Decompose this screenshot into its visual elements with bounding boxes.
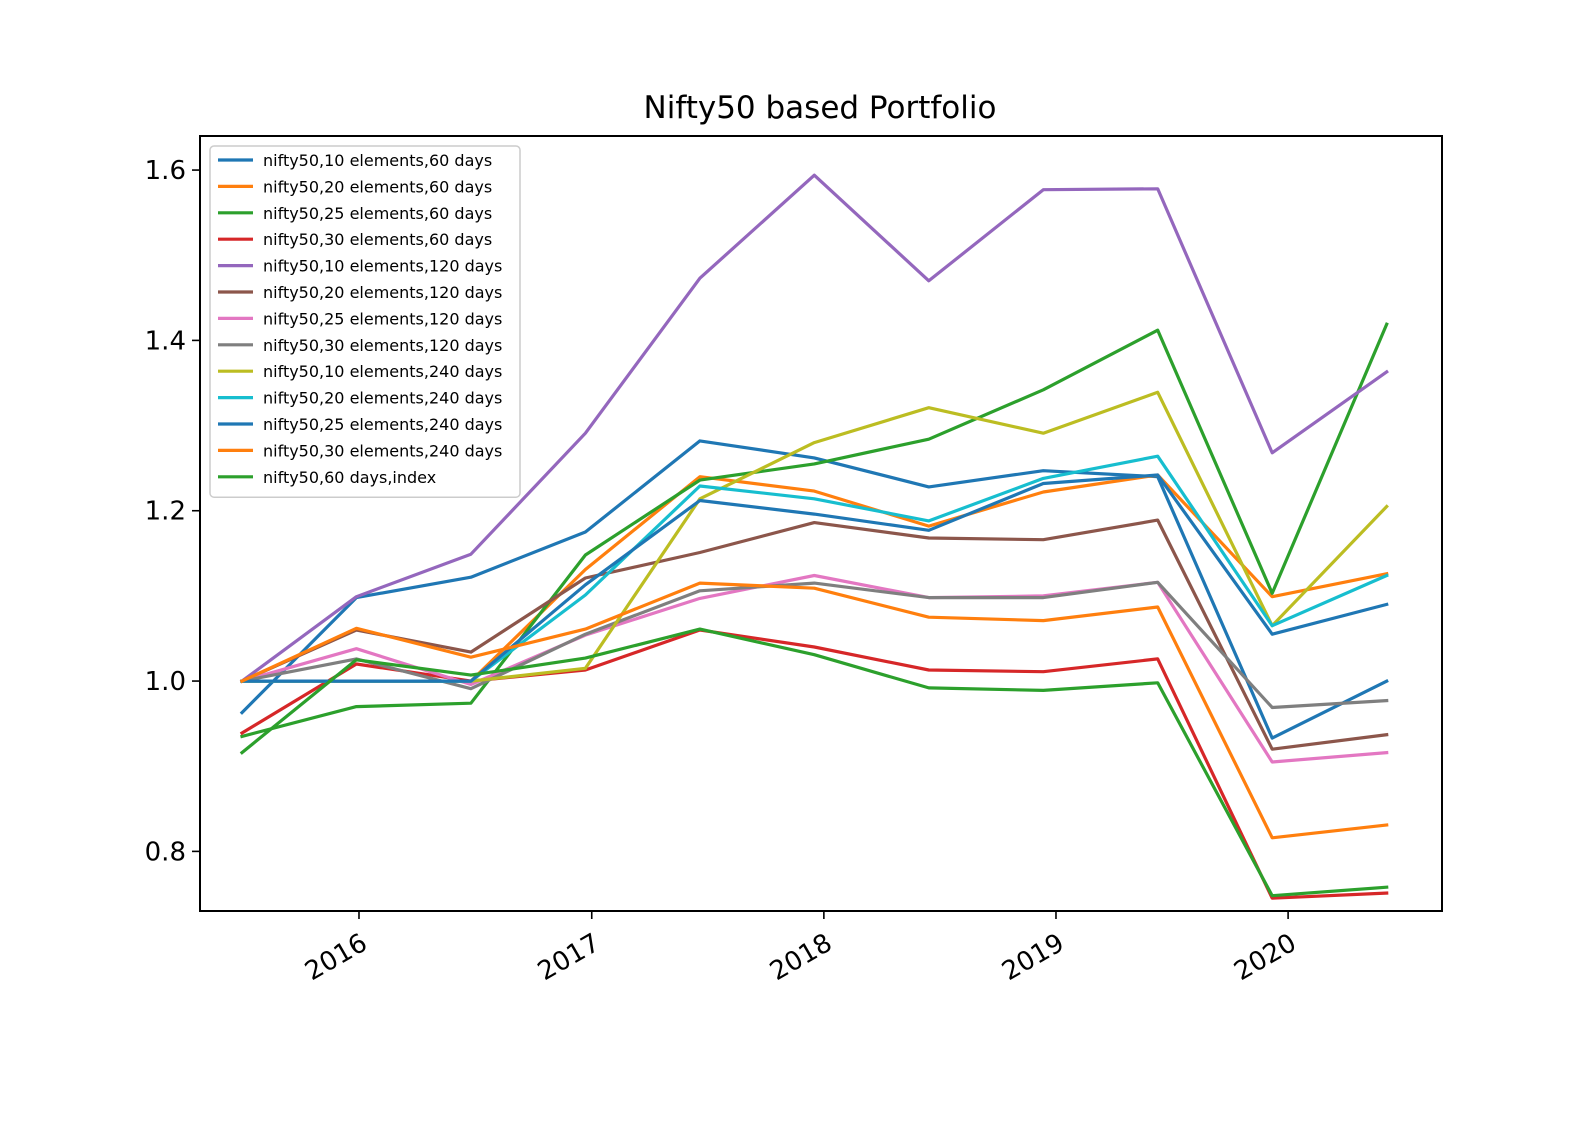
series-line-4 <box>239 628 1389 900</box>
chart-title: Nifty50 based Portfolio <box>644 90 997 126</box>
series-line-3 <box>240 322 1389 739</box>
legend-label-13: nifty50,60 days,index <box>263 468 436 487</box>
series-line-1 <box>239 439 1389 740</box>
legend-label-8: nifty50,30 elements,120 days <box>263 336 502 355</box>
series-line-6 <box>239 518 1389 751</box>
series-line-7 <box>240 573 1389 764</box>
y-tick-label-4: 1.4 <box>145 326 186 356</box>
y-tick-label-5: 1.6 <box>145 156 186 186</box>
x-tick-label-5: 2020 <box>1229 928 1301 987</box>
series-line-8 <box>240 580 1389 710</box>
x-tick-label-1: 2016 <box>300 928 372 987</box>
series-line-13 <box>239 627 1389 898</box>
legend-box <box>209 145 521 498</box>
axes-layer: 0.8 1.0 1.2 1.4 1.6 2016 2017 2018 2019 2020 <box>145 135 1443 987</box>
series-layer <box>239 173 1389 900</box>
legend-label-1: nifty50,10 elements,60 days <box>263 151 492 170</box>
series-line-11 <box>240 473 1389 683</box>
legend-label-3: nifty50,25 elements,60 days <box>263 204 492 223</box>
legend-label-6: nifty50,20 elements,120 days <box>263 283 502 302</box>
legend-label-2: nifty50,20 elements,60 days <box>263 177 492 196</box>
y-tick-label-2: 1.0 <box>145 667 186 697</box>
series-line-5 <box>239 173 1389 684</box>
x-tick-label-4: 2019 <box>997 928 1069 987</box>
y-tick-label-3: 1.2 <box>145 497 186 527</box>
series-line-12 <box>239 581 1389 840</box>
legend-label-10: nifty50,20 elements,240 days <box>263 389 502 408</box>
legend-label-11: nifty50,25 elements,240 days <box>263 415 502 434</box>
legend-label-5: nifty50,10 elements,120 days <box>263 257 502 276</box>
x-tick-label-3: 2018 <box>765 928 837 987</box>
legend-label-9: nifty50,10 elements,240 days <box>263 362 502 381</box>
plot-frame <box>199 135 1443 912</box>
y-tick-label-1: 0.8 <box>145 837 186 867</box>
x-tick-label-2: 2017 <box>533 928 605 987</box>
legend: nifty50,10 elements,60 days nifty50,20 el… <box>209 145 521 498</box>
legend-label-12: nifty50,30 elements,240 days <box>263 441 502 460</box>
legend-label-4: nifty50,30 elements,60 days <box>263 230 492 249</box>
legend-label-7: nifty50,25 elements,120 days <box>263 309 502 328</box>
